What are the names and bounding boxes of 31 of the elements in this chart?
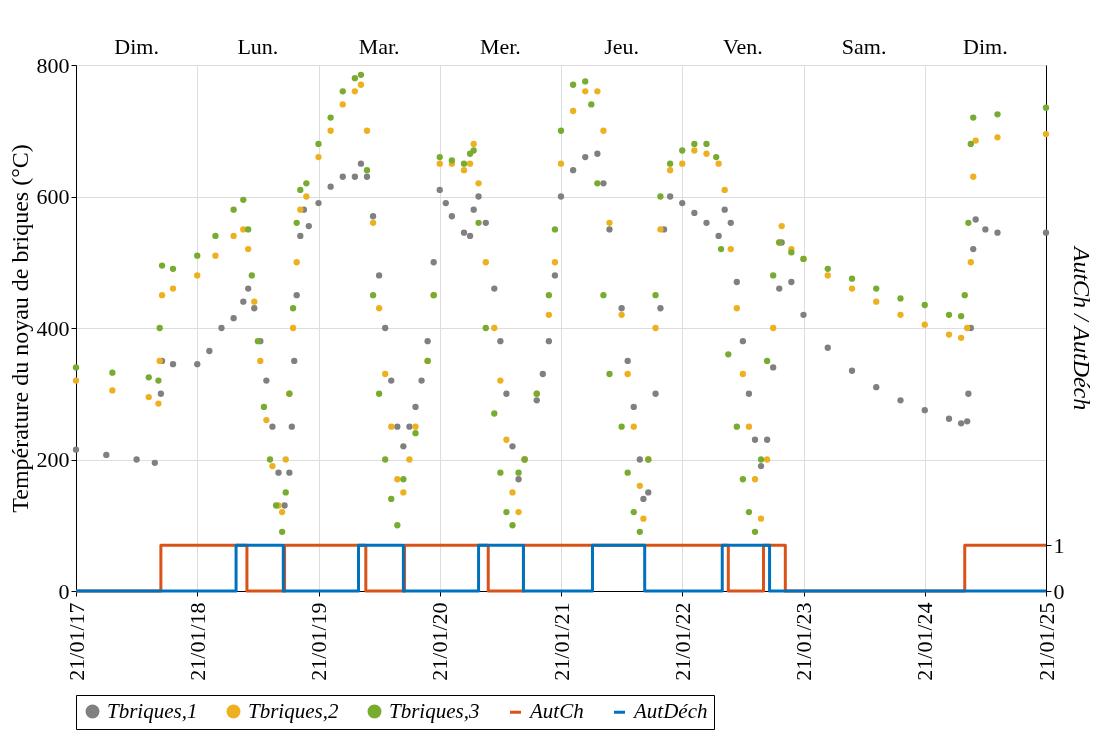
legend-label: AutDéch — [632, 699, 708, 724]
y-tick-label: 0 — [58, 578, 70, 604]
text: Dim. — [114, 34, 159, 59]
text: Mar. — [358, 34, 400, 59]
y2-axis-title: AutCh / AutDéch — [1068, 244, 1095, 411]
x-tick-label: 21/01/21 — [548, 602, 574, 681]
y2-tick-label: 1 — [1053, 532, 1065, 558]
y-tick-label: 400 — [36, 315, 70, 341]
legend-label: Tbriques,2 — [248, 698, 339, 723]
x-tick-label: 21/01/17 — [63, 602, 89, 681]
legend-label: Tbriques,3 — [389, 698, 480, 723]
text: Lun. — [237, 34, 279, 59]
text: Dim. — [963, 34, 1008, 59]
y2-tick-label: 0 — [1053, 578, 1065, 604]
legend-label: AutCh — [528, 699, 584, 724]
text: Jeu. — [604, 34, 640, 59]
y-tick-label: 200 — [36, 447, 70, 472]
y-tick-label: 800 — [36, 52, 70, 78]
x-tick-label: 21/01/19 — [306, 602, 331, 681]
text: Ven. — [723, 34, 763, 59]
text: Mer. — [479, 34, 521, 59]
legend-label: Tbriques,1 — [107, 698, 198, 723]
y-axis-title: Température du noyau de briques (°C) — [6, 144, 33, 513]
y-tick-label: 600 — [36, 184, 70, 209]
x-tick-label: 21/01/24 — [912, 602, 938, 681]
x-tick-label: 21/01/23 — [791, 602, 816, 681]
x-tick-label: 21/01/25 — [1033, 602, 1059, 681]
text: Sam. — [841, 34, 887, 59]
x-tick-label: 21/01/22 — [669, 602, 695, 681]
x-tick-label: 21/01/18 — [184, 602, 210, 681]
x-tick-label: 21/01/20 — [427, 602, 453, 681]
